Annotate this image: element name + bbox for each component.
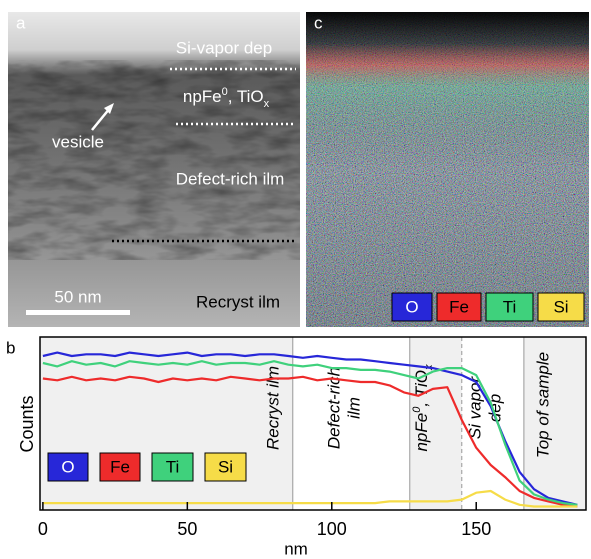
legend-label: O bbox=[405, 297, 418, 316]
text: npFe bbox=[412, 413, 431, 452]
text: x bbox=[264, 98, 270, 110]
text: 0 bbox=[411, 406, 423, 413]
x-axis-title: nm bbox=[284, 539, 308, 558]
x-tick-label: 0 bbox=[38, 519, 48, 539]
series-line bbox=[42, 375, 578, 508]
arrow-head bbox=[104, 103, 114, 114]
region-label: Defect-rich bbox=[324, 367, 343, 449]
legend-label: Ti bbox=[503, 297, 517, 316]
legend-label: Si bbox=[553, 297, 568, 316]
x-tick-label: 100 bbox=[317, 519, 347, 539]
layer-label: Si-vapor dep bbox=[176, 38, 272, 57]
legend-label: Si bbox=[218, 457, 233, 476]
vesicle-label: vesicle bbox=[52, 132, 104, 151]
region-label: Recryst ilm bbox=[263, 366, 282, 450]
legend-label: O bbox=[61, 457, 74, 476]
series-line bbox=[42, 360, 578, 506]
panel-label: c bbox=[314, 13, 323, 32]
legend-swatch bbox=[436, 292, 482, 322]
legend-label: Ti bbox=[166, 457, 180, 476]
legend-swatch bbox=[47, 452, 89, 482]
panel-b: b nm Counts Recryst ilm Defect-rich ilm npF… bbox=[6, 336, 587, 558]
legend-label: Fe bbox=[110, 457, 130, 476]
x-tick-label: 150 bbox=[461, 519, 491, 539]
x-tick-label: 50 bbox=[177, 519, 197, 539]
legend-swatch bbox=[151, 452, 194, 482]
legend-label: Fe bbox=[449, 297, 469, 316]
layer-label: Recryst ilm bbox=[196, 292, 280, 311]
region-label: Si vapor bbox=[465, 375, 484, 439]
text: , TiO bbox=[228, 87, 264, 106]
panel-c: c O Fe Ti Si bbox=[306, 12, 589, 327]
region-label: Top of sample bbox=[533, 352, 552, 458]
text: npFe bbox=[183, 87, 222, 106]
legend-swatch bbox=[99, 452, 141, 482]
series-line bbox=[42, 351, 578, 506]
region-label: ilm bbox=[344, 397, 363, 419]
legend-swatch bbox=[537, 292, 585, 322]
panel-label: b bbox=[6, 338, 15, 357]
legend-swatch bbox=[204, 452, 247, 482]
scale-bar bbox=[26, 310, 130, 315]
eds-overlay bbox=[306, 12, 589, 327]
region-bg bbox=[523, 337, 586, 510]
arrow bbox=[91, 107, 111, 131]
tem-texture bbox=[8, 60, 300, 260]
series-line bbox=[42, 489, 578, 508]
layer-label: Defect-rich ilm bbox=[176, 169, 285, 188]
legend-swatch bbox=[391, 292, 433, 322]
layer-label: npFe0, TiOx bbox=[183, 86, 270, 110]
legend-swatch bbox=[485, 292, 534, 322]
text: 0 bbox=[222, 86, 228, 98]
text: , TiO bbox=[412, 370, 431, 407]
scale-label: 50 nm bbox=[54, 287, 101, 306]
y-axis-title: Counts bbox=[17, 395, 37, 452]
plot-frame bbox=[39, 336, 587, 511]
panel-a: a Si-vapor dep npFe0, TiOx vesicle Defec… bbox=[8, 12, 300, 327]
panel-label: a bbox=[16, 13, 26, 32]
